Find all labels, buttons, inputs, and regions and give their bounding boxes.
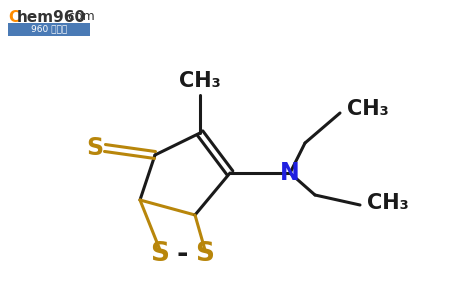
FancyBboxPatch shape — [8, 23, 90, 36]
Text: S: S — [195, 241, 215, 267]
Text: .com: .com — [65, 10, 96, 23]
Text: -: - — [177, 240, 188, 268]
Text: CH₃: CH₃ — [179, 71, 221, 91]
Text: N: N — [280, 161, 300, 185]
Text: hem960: hem960 — [17, 10, 86, 25]
Text: CH₃: CH₃ — [367, 193, 409, 213]
Text: S: S — [86, 136, 103, 160]
Text: 960 化工网: 960 化工网 — [31, 25, 67, 33]
Text: CH₃: CH₃ — [347, 99, 389, 119]
Text: S: S — [151, 241, 170, 267]
Text: C: C — [8, 10, 19, 25]
